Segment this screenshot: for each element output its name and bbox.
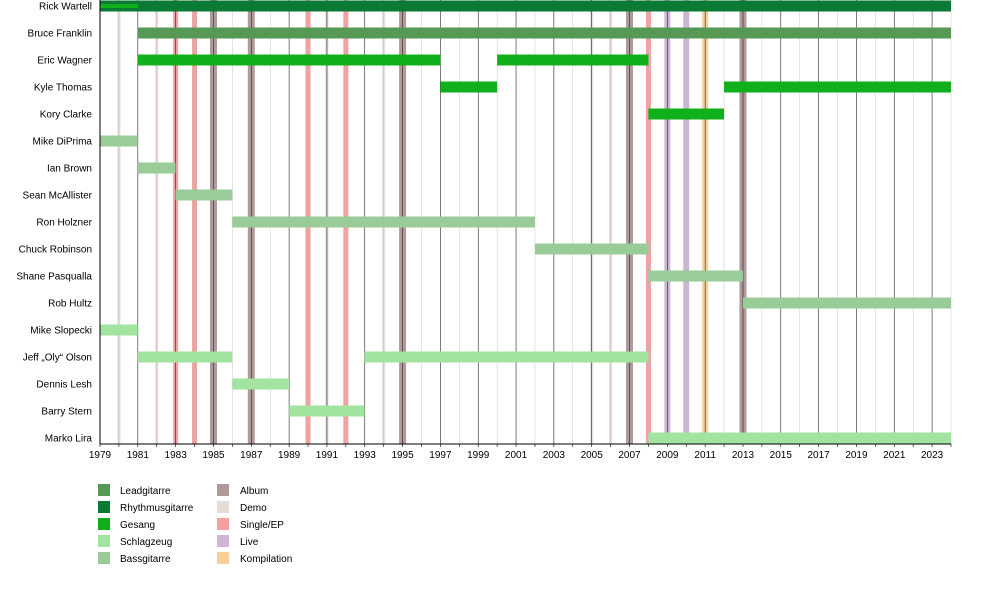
legend-label: Leadgitarre [120, 486, 171, 497]
legend-swatch [217, 501, 229, 513]
x-tick-label: 1991 [316, 450, 339, 461]
legend-label: Live [240, 537, 259, 548]
legend-swatch [217, 484, 229, 496]
member-label: Mike Slopecki [30, 326, 92, 337]
x-tick-label: 2023 [921, 450, 944, 461]
member-bar [440, 81, 498, 93]
member-bar [232, 378, 290, 390]
legend-label: Kompilation [240, 554, 292, 565]
legend-swatch [98, 501, 110, 513]
member-bar [364, 351, 649, 363]
legend-label: Bassgitarre [120, 554, 171, 565]
legend-swatch [98, 518, 110, 530]
member-bar [100, 0, 951, 12]
x-tick-label: 1981 [127, 450, 150, 461]
member-label: Kory Clarke [40, 110, 93, 121]
x-tick-label: 2003 [543, 450, 566, 461]
member-label: Chuck Robinson [19, 245, 92, 256]
x-tick-label: 2019 [845, 450, 868, 461]
x-tick-label: 1995 [391, 450, 414, 461]
legend-swatch [217, 535, 229, 547]
member-bar [648, 432, 951, 444]
x-tick-label: 1993 [354, 450, 377, 461]
member-label: Kyle Thomas [34, 83, 92, 94]
member-labels: Rick Wartell Bruce Franklin Eric Wagner Kyl… [16, 2, 92, 445]
member-bar [534, 243, 649, 255]
member-bar [497, 54, 649, 66]
legend-label: Gesang [120, 520, 155, 531]
member-bar [175, 189, 233, 201]
member-label: Ian Brown [47, 164, 92, 175]
member-label: Jeff „Oly“ Olson [23, 353, 92, 364]
member-bar [289, 405, 365, 417]
member-bar [100, 4, 138, 8]
x-tick-label: 1985 [202, 450, 225, 461]
member-label: Marko Lira [45, 434, 93, 445]
legend-swatch [217, 552, 229, 564]
x-tick-label: 2021 [883, 450, 906, 461]
member-label: Barry Stern [41, 407, 92, 418]
x-tick-label: 1997 [429, 450, 452, 461]
member-bar [100, 324, 138, 336]
member-label: Rick Wartell [39, 2, 92, 13]
member-label: Bruce Franklin [28, 29, 92, 40]
member-bar [137, 54, 441, 66]
x-axis: 1979 1981 1983 1985 1987 1989 1991 1993 1995 1997… [89, 0, 952, 461]
legend-label: Single/EP [240, 520, 284, 531]
x-tick-label: 1983 [165, 450, 188, 461]
member-label: Shane Pasqualla [16, 272, 92, 283]
x-tick-label: 2017 [807, 450, 830, 461]
legend: Leadgitarre Rhythmusgitarre Gesang Schlagze… [98, 484, 292, 565]
legend-swatch [98, 535, 110, 547]
x-tick-label: 2007 [618, 450, 641, 461]
x-tick-label: 2001 [505, 450, 528, 461]
member-label: Dennis Lesh [36, 380, 92, 391]
x-tick-label: 2015 [770, 450, 793, 461]
x-tick-label: 1999 [467, 450, 490, 461]
x-tick-label: 1987 [240, 450, 263, 461]
member-bar [724, 81, 951, 93]
member-label: Sean McAllister [23, 191, 93, 202]
legend-label: Album [240, 486, 268, 497]
member-bar [648, 270, 743, 282]
member-bar [100, 135, 138, 147]
x-tick-label: 1979 [89, 450, 112, 461]
member-bar [137, 27, 952, 39]
x-tick-label: 2011 [694, 450, 716, 461]
member-bar [137, 351, 233, 363]
legend-label: Demo [240, 503, 267, 514]
member-bar [137, 162, 176, 174]
x-tick-label: 2009 [656, 450, 679, 461]
x-tick-label: 2005 [581, 450, 604, 461]
member-bar [232, 216, 535, 228]
legend-label: Rhythmusgitarre [120, 503, 194, 514]
x-tick-label: 1989 [278, 450, 301, 461]
member-bar [648, 108, 725, 120]
member-label: Ron Holzner [36, 218, 92, 229]
member-label: Rob Hultz [48, 299, 92, 310]
legend-label: Schlagzeug [120, 537, 172, 548]
member-label: Eric Wagner [37, 56, 92, 67]
legend-swatch [98, 484, 110, 496]
member-bars [100, 0, 952, 444]
x-tick-label: 2013 [732, 450, 755, 461]
member-bar [742, 297, 951, 309]
member-label: Mike DiPrima [33, 137, 93, 148]
legend-swatch [217, 518, 229, 530]
legend-swatch [98, 552, 110, 564]
